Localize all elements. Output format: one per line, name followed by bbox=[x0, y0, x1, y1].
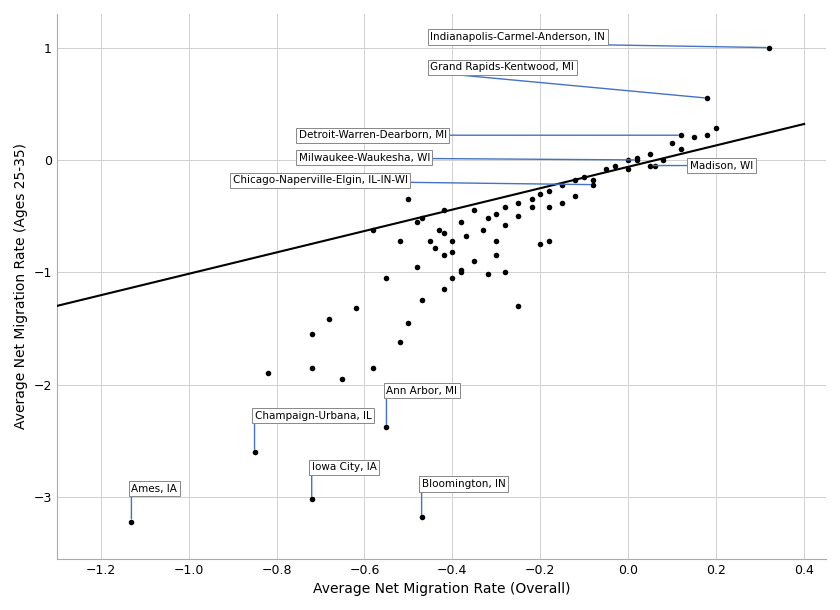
Point bbox=[380, 273, 393, 283]
Point bbox=[525, 195, 538, 204]
Point bbox=[512, 301, 525, 311]
Point bbox=[710, 124, 723, 134]
Point bbox=[586, 175, 600, 185]
Point bbox=[490, 251, 503, 260]
Point bbox=[402, 195, 415, 204]
Point bbox=[630, 152, 643, 162]
Point bbox=[543, 187, 556, 196]
Point bbox=[411, 262, 424, 271]
Point bbox=[415, 214, 428, 223]
Point bbox=[490, 209, 503, 219]
Point bbox=[512, 198, 525, 207]
Point bbox=[555, 198, 569, 207]
Point bbox=[454, 267, 468, 277]
Point bbox=[657, 155, 670, 165]
Point bbox=[490, 236, 503, 246]
Point bbox=[446, 236, 459, 246]
Point bbox=[437, 206, 450, 215]
Point bbox=[543, 203, 556, 212]
Point bbox=[454, 217, 468, 226]
Point bbox=[437, 228, 450, 238]
Point bbox=[675, 131, 688, 140]
Point bbox=[446, 273, 459, 283]
Point bbox=[349, 303, 362, 313]
Point bbox=[459, 231, 472, 241]
Point bbox=[630, 155, 643, 165]
Point bbox=[437, 284, 450, 294]
Text: Ann Arbor, MI: Ann Arbor, MI bbox=[386, 386, 458, 396]
Point bbox=[433, 224, 446, 234]
Point bbox=[578, 172, 591, 182]
Text: Ames, IA: Ames, IA bbox=[131, 484, 177, 493]
Point bbox=[468, 256, 481, 266]
Point bbox=[498, 203, 512, 212]
Point bbox=[380, 422, 393, 432]
Point bbox=[600, 164, 613, 174]
Point bbox=[393, 337, 407, 346]
Text: Madison, WI: Madison, WI bbox=[690, 160, 753, 171]
Point bbox=[762, 43, 775, 52]
Point bbox=[498, 220, 512, 230]
Point bbox=[512, 211, 525, 221]
Point bbox=[476, 224, 490, 234]
Point bbox=[480, 214, 494, 223]
Point bbox=[622, 155, 635, 165]
Point bbox=[415, 512, 428, 522]
Point bbox=[643, 149, 657, 159]
Text: Detroit-Warren-Dearborn, MI: Detroit-Warren-Dearborn, MI bbox=[298, 130, 447, 140]
Point bbox=[124, 517, 138, 526]
Y-axis label: Average Net Migration Rate (Ages 25-35): Average Net Migration Rate (Ages 25-35) bbox=[14, 143, 28, 429]
Point bbox=[675, 144, 688, 154]
Point bbox=[454, 265, 468, 275]
Text: Grand Rapids-Kentwood, MI: Grand Rapids-Kentwood, MI bbox=[430, 62, 575, 73]
Point bbox=[437, 251, 450, 260]
Point bbox=[366, 224, 380, 234]
Point bbox=[366, 363, 380, 373]
Point bbox=[411, 217, 424, 226]
Point bbox=[643, 160, 657, 170]
Text: Milwaukee-Waukesha, WI: Milwaukee-Waukesha, WI bbox=[298, 152, 430, 163]
Point bbox=[701, 131, 714, 140]
Text: Champaign-Urbana, IL: Champaign-Urbana, IL bbox=[255, 411, 371, 420]
Text: Chicago-Naperville-Elgin, IL-IN-WI: Chicago-Naperville-Elgin, IL-IN-WI bbox=[233, 175, 407, 185]
Point bbox=[446, 247, 459, 257]
Point bbox=[305, 329, 318, 339]
Point bbox=[261, 368, 275, 378]
Point bbox=[525, 203, 538, 212]
Text: Bloomington, IN: Bloomington, IN bbox=[422, 479, 506, 489]
Point bbox=[701, 93, 714, 103]
Point bbox=[336, 374, 349, 384]
Point bbox=[393, 236, 407, 246]
Point bbox=[323, 315, 336, 325]
Point bbox=[498, 267, 512, 277]
Point bbox=[586, 180, 600, 190]
Point bbox=[622, 164, 635, 174]
Point bbox=[305, 494, 318, 504]
Point bbox=[665, 138, 679, 148]
Point bbox=[555, 180, 569, 190]
Point bbox=[402, 318, 415, 328]
Point bbox=[423, 236, 437, 246]
Point bbox=[248, 447, 261, 457]
Point bbox=[305, 363, 318, 373]
Text: Indianapolis-Carmel-Anderson, IN: Indianapolis-Carmel-Anderson, IN bbox=[430, 32, 606, 42]
Point bbox=[468, 206, 481, 215]
Point bbox=[480, 270, 494, 279]
Point bbox=[533, 239, 547, 249]
Point bbox=[533, 188, 547, 198]
X-axis label: Average Net Migration Rate (Overall): Average Net Migration Rate (Overall) bbox=[312, 582, 570, 596]
Point bbox=[415, 295, 428, 305]
Point bbox=[608, 160, 622, 170]
Point bbox=[569, 175, 582, 185]
Point bbox=[543, 236, 556, 246]
Text: Iowa City, IA: Iowa City, IA bbox=[312, 462, 376, 472]
Point bbox=[428, 243, 442, 253]
Point bbox=[569, 191, 582, 201]
Point bbox=[687, 132, 701, 142]
Point bbox=[648, 160, 661, 170]
